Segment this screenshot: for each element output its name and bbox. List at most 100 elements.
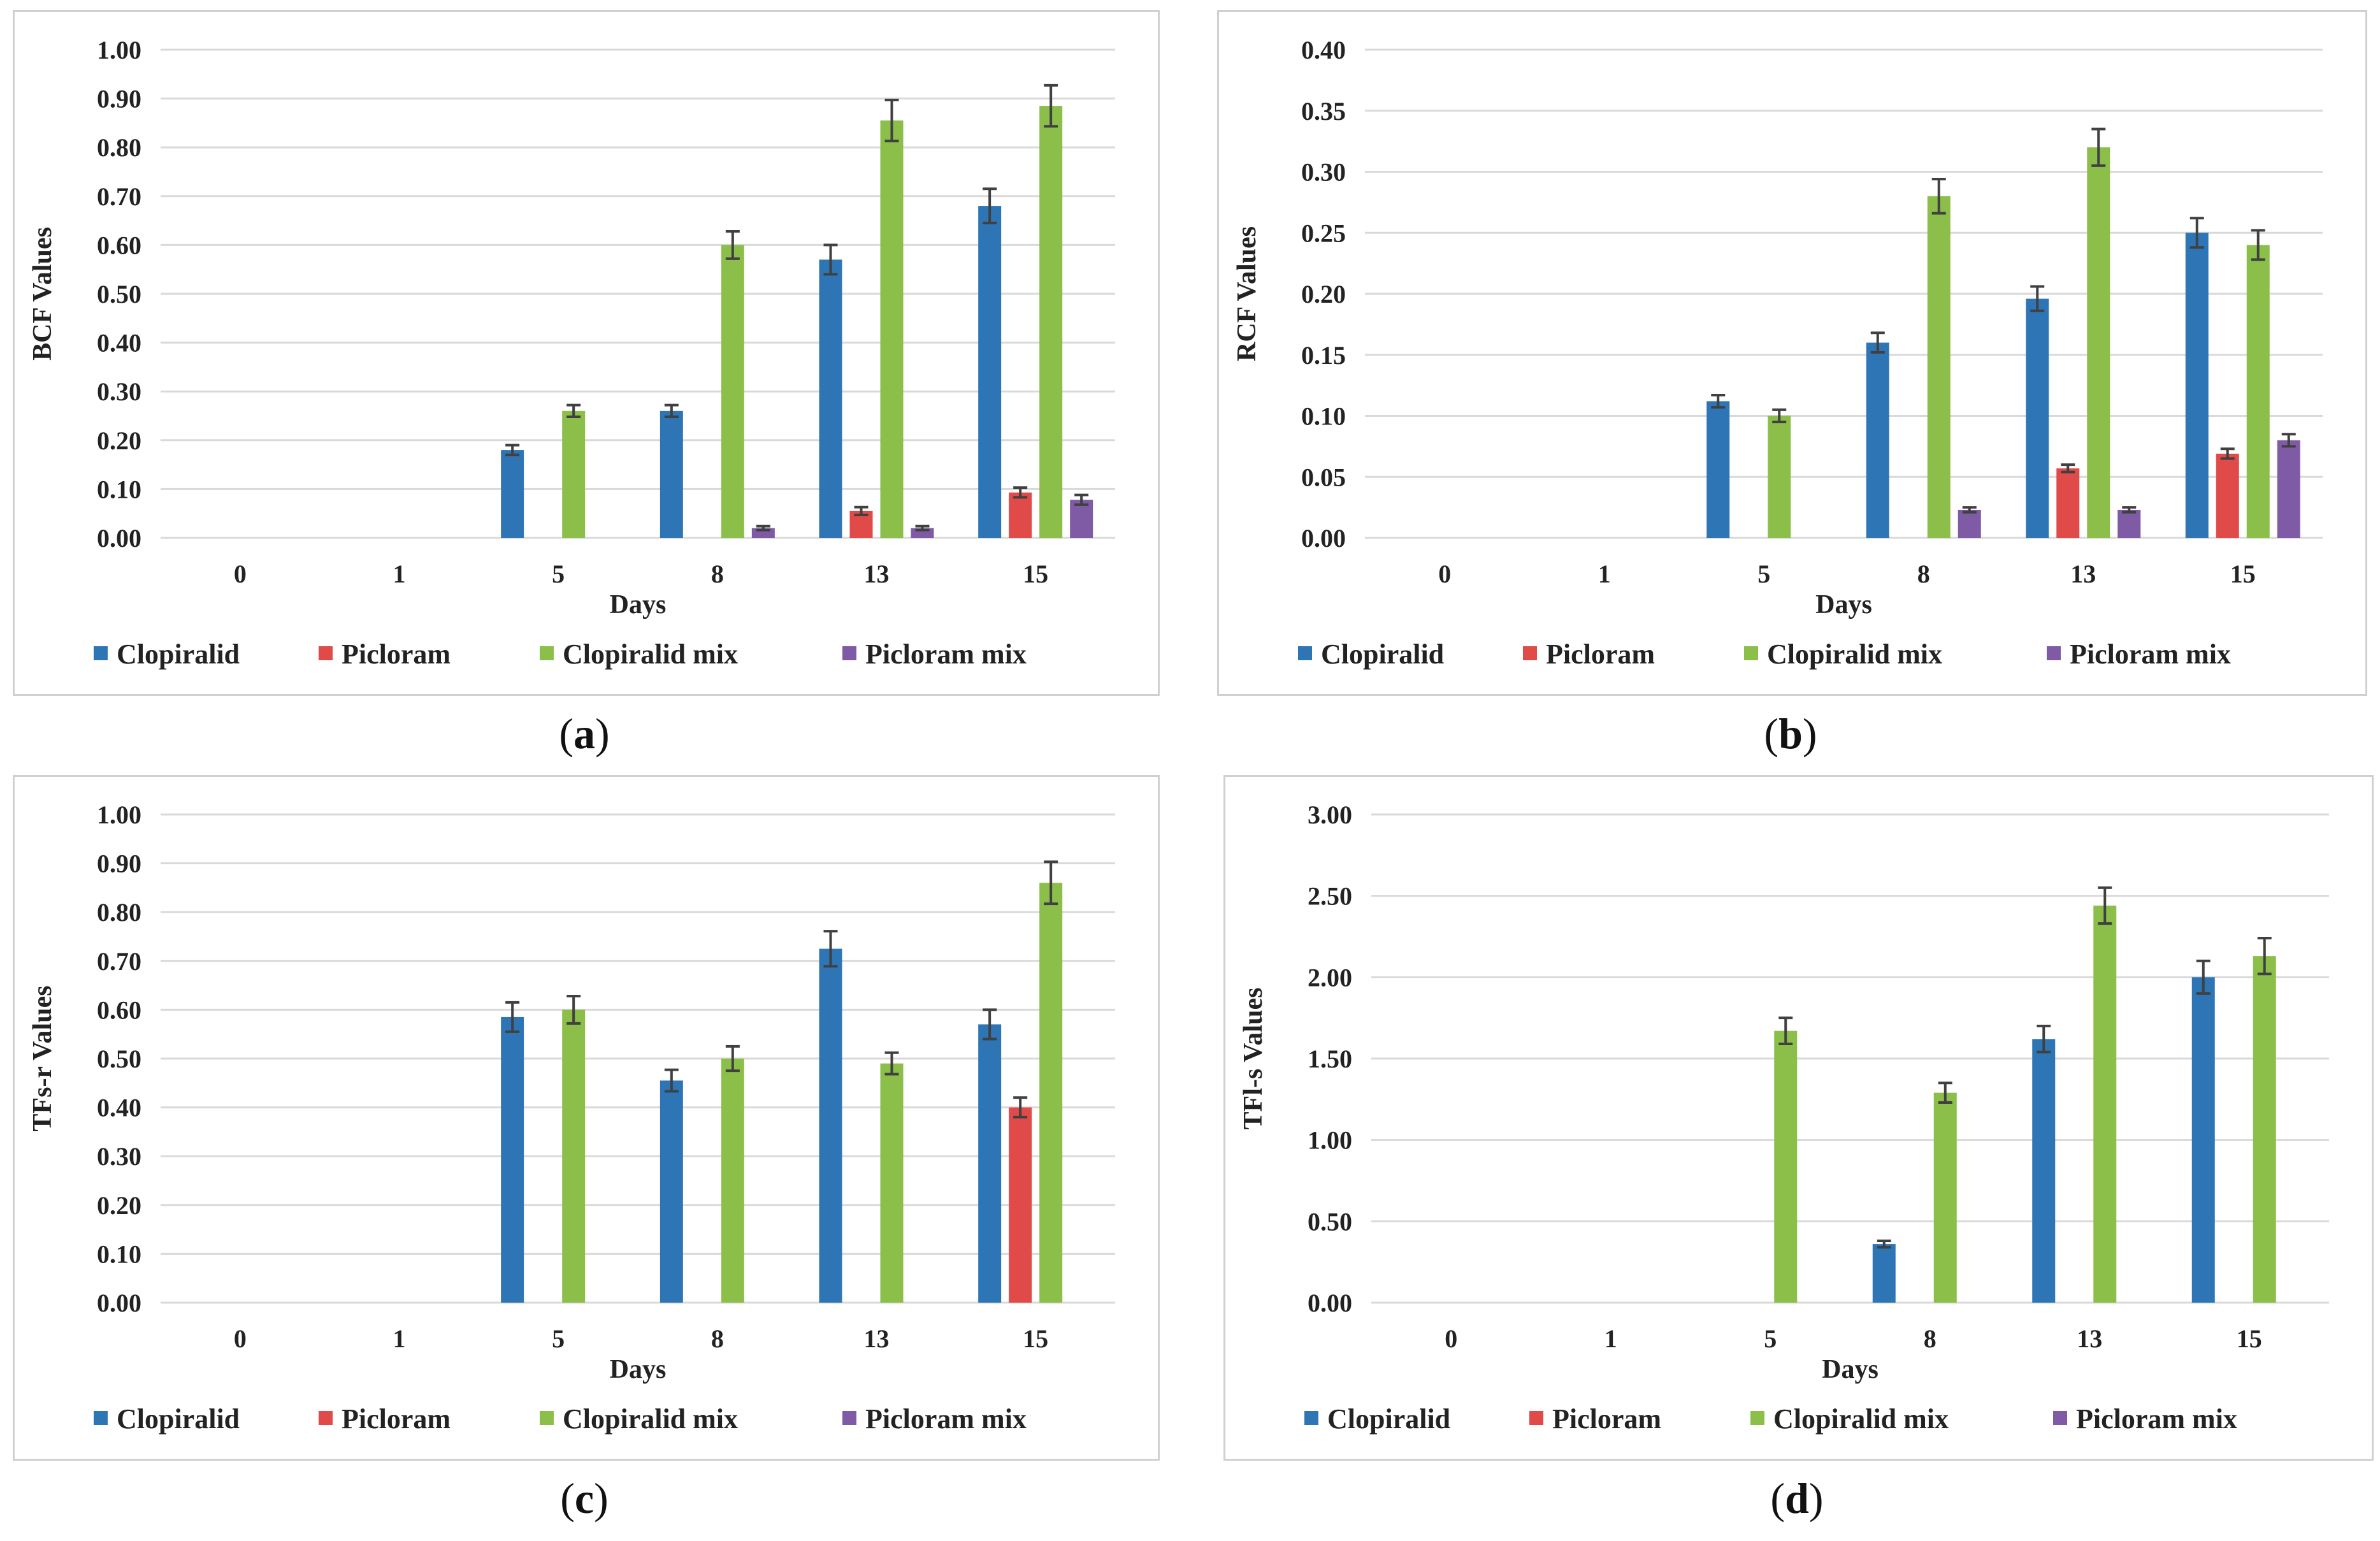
y-tick-label: 0.40: [97, 329, 141, 358]
bar-clopiralid: [2026, 298, 2049, 538]
legend-label-picloram-mix: Picloram mix: [865, 1403, 1027, 1435]
bar-clopiralid-mix: [721, 245, 744, 538]
x-tick-label: 8: [1924, 1324, 1936, 1353]
y-tick-label: 0.60: [97, 995, 141, 1024]
legend-label-clopiralid-mix: Clopiralid mix: [563, 1403, 738, 1435]
y-tick-label: 0.00: [97, 524, 141, 553]
y-tick-label: 0.50: [1308, 1207, 1352, 1236]
bar-clopiralid-mix: [2246, 245, 2270, 538]
x-tick-label: 15: [1023, 1324, 1048, 1353]
legend-swatch-picloram: [1523, 646, 1537, 660]
y-tick-label: 0.40: [97, 1094, 141, 1122]
x-tick-label: 5: [552, 1324, 565, 1353]
caption-letter-c: c: [574, 1474, 595, 1523]
bar-picloram: [1009, 1107, 1032, 1303]
bar-clopiralid: [501, 450, 524, 538]
bar-clopiralid-mix: [880, 1063, 904, 1303]
x-tick-label: 1: [393, 560, 406, 588]
bar-picloram-mix: [2117, 509, 2141, 538]
x-axis-title: Days: [1815, 590, 1872, 619]
legend-label-clopiralid-mix: Clopiralid mix: [563, 639, 738, 670]
y-tick-label: 0.60: [97, 231, 141, 259]
bar-clopiralid: [819, 948, 842, 1303]
legend-swatch-clopiralid-mix: [540, 646, 554, 660]
caption-c: (c): [560, 1474, 609, 1523]
legend-swatch-clopiralid: [1304, 1411, 1318, 1425]
legend-label-picloram: Picloram: [1552, 1403, 1661, 1435]
bar-clopiralid: [819, 259, 842, 538]
legend-label-clopiralid: Clopiralid: [117, 1403, 240, 1435]
x-tick-label: 1: [393, 1324, 406, 1353]
bar-clopiralid-mix: [1768, 416, 1791, 538]
legend-label-picloram-mix: Picloram mix: [2070, 639, 2231, 670]
y-tick-label: 0.15: [1301, 341, 1346, 370]
bar-picloram: [2056, 468, 2080, 538]
x-axis-title: Days: [610, 590, 667, 619]
x-tick-label: 13: [2077, 1324, 2102, 1353]
legend-swatch-clopiralid-mix: [540, 1411, 554, 1425]
y-tick-label: 1.00: [1308, 1126, 1352, 1155]
x-tick-label: 13: [2070, 560, 2096, 588]
legend-label-picloram: Picloram: [342, 1403, 451, 1435]
chart-panel-b: 0.00 0.05 0.10 0.15 0.20 0.25 0.30 0.35 0.40 RCF …: [1217, 10, 2367, 696]
bar-clopiralid: [501, 1016, 524, 1303]
bar-clopiralid: [1866, 342, 1889, 538]
legend-swatch-clopiralid-mix: [1750, 1411, 1764, 1425]
legend-label-clopiralid: Clopiralid: [117, 639, 240, 670]
y-tick-label: 0.30: [97, 377, 141, 406]
y-tick-label: 0.50: [97, 280, 141, 308]
legend-swatch-picloram-mix: [2053, 1411, 2067, 1425]
x-tick-label: 13: [864, 1324, 890, 1353]
chart-panel-a: 0.00 0.10 0.20 0.30 0.40 0.50 0.60 0.70 0.80 0.90…: [13, 10, 1160, 696]
y-tick-label: 1.00: [97, 800, 141, 829]
bar-picloram-mix: [1070, 500, 1093, 538]
chart-svg-b: 0.00 0.05 0.10 0.15 0.20 0.25 0.30 0.35 0.40 RCF …: [1217, 10, 2367, 696]
bar-clopiralid: [1872, 1244, 1896, 1303]
bar-clopiralid-mix: [562, 410, 586, 538]
x-tick-label: 8: [1917, 560, 1930, 588]
bar-clopiralid-mix: [562, 1009, 586, 1303]
y-tick-label: 0.25: [1301, 219, 1346, 247]
legend-swatch-clopiralid-mix: [1744, 646, 1758, 660]
y-tick-label: 0.00: [1308, 1289, 1352, 1317]
bar-clopiralid-mix: [2253, 956, 2276, 1303]
x-tick-label: 8: [711, 1324, 724, 1353]
bar-clopiralid: [2185, 233, 2209, 538]
y-tick-label: 2.50: [1308, 882, 1352, 911]
legend-label-clopiralid: Clopiralid: [1327, 1403, 1450, 1435]
x-tick-label: 5: [1757, 560, 1770, 588]
legend-label-picloram-mix: Picloram mix: [865, 639, 1027, 670]
bar-clopiralid: [2191, 977, 2215, 1303]
x-tick-label: 0: [234, 1324, 247, 1353]
bar-picloram: [1009, 492, 1032, 538]
y-tick-label: 0.00: [97, 1289, 141, 1317]
y-tick-label: 1.00: [97, 36, 141, 64]
y-tick-label: 0.20: [1301, 280, 1346, 308]
x-tick-label: 15: [1023, 560, 1048, 588]
legend-label-picloram: Picloram: [1546, 639, 1655, 670]
y-tick-label: 0.00: [1301, 524, 1346, 553]
bar-clopiralid: [660, 410, 683, 538]
y-tick-label: 0.80: [97, 133, 141, 162]
y-tick-label: 3.00: [1308, 800, 1352, 829]
legend-swatch-picloram-mix: [842, 646, 856, 660]
y-axis-title: TFl-s Values: [1239, 988, 1268, 1130]
x-tick-label: 8: [711, 560, 724, 588]
x-tick-label: 5: [1764, 1324, 1777, 1353]
legend-swatch-clopiralid: [1298, 646, 1312, 660]
legend-label-clopiralid: Clopiralid: [1321, 639, 1444, 670]
x-axis-title: Days: [610, 1355, 667, 1384]
chart-svg-d: 0.00 0.50 1.00 1.50 2.00 2.50 3.00 TFl-s Values…: [1223, 775, 2374, 1461]
x-tick-label: 1: [1605, 1324, 1617, 1353]
x-tick-label: 0: [1445, 1324, 1457, 1353]
y-tick-label: 0.70: [97, 182, 141, 211]
legend-label-clopiralid-mix: Clopiralid mix: [1767, 639, 1942, 670]
y-tick-label: 0.90: [97, 850, 141, 878]
y-tick-label: 0.20: [97, 426, 141, 455]
y-tick-label: 0.40: [1301, 36, 1346, 64]
y-tick-label: 0.50: [97, 1045, 141, 1073]
legend-label-picloram-mix: Picloram mix: [2076, 1403, 2237, 1435]
bar-picloram-mix: [1958, 509, 1981, 538]
bar-clopiralid-mix: [1927, 196, 1951, 538]
bar-clopiralid-mix: [2093, 905, 2117, 1303]
